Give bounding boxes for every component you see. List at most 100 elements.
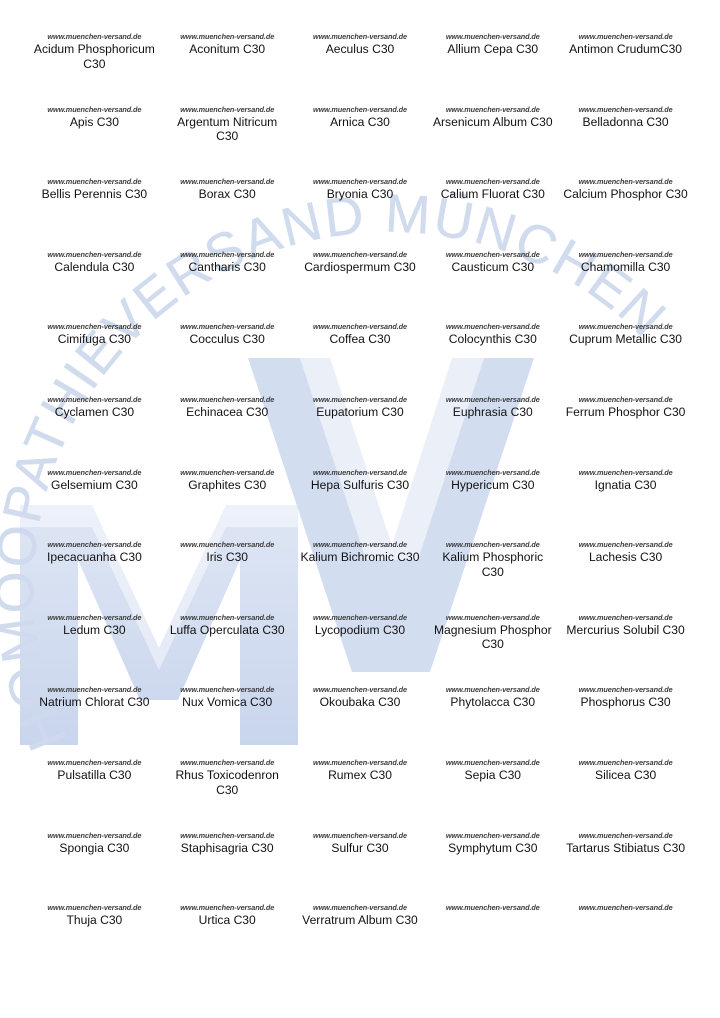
label-product-name: Mercurius Solubil C30 [566, 622, 685, 637]
label-cell: www.muenchen-versand.de Lycopodium C30 [294, 612, 427, 685]
label-url: www.muenchen-versand.de [313, 467, 407, 477]
label-product-name: Natrium Chlorat C30 [39, 695, 150, 710]
label-cell: www.muenchen-versand.de Ipecacuanha C30 [28, 539, 161, 612]
label-url: www.muenchen-versand.de [47, 32, 142, 41]
label-product-name: Hypericum C30 [451, 477, 535, 492]
label-url: www.muenchen-versand.de [578, 467, 673, 477]
label-cell: www.muenchen-versand.de Spongia C30 [28, 830, 161, 903]
label-url: www.muenchen-versand.de [47, 249, 142, 259]
label-cell: www.muenchen-versand.de Thuja C30 [28, 902, 161, 975]
label-product-name: Graphites C30 [188, 477, 267, 492]
label-url: www.muenchen-versand.de [313, 104, 407, 114]
label-cell: www.muenchen-versand.de Phytolacca C30 [426, 684, 559, 757]
label-cell: www.muenchen-versand.de Echinacea C30 [161, 394, 294, 467]
label-product-name: Luffa Operculata C30 [169, 622, 285, 637]
label-url: www.muenchen-versand.de [180, 249, 275, 259]
label-row: www.muenchen-versand.de Gelsemium C30 www.… [28, 467, 692, 540]
label-cell: www.muenchen-versand.de Cardiospermum C30 [294, 249, 427, 322]
label-product-name: Cantharis C30 [188, 259, 266, 274]
label-product-name: Ipecacuanha C30 [46, 550, 142, 565]
label-product-name: Sepia C30 [464, 767, 522, 782]
label-product-name: Borax C30 [198, 187, 256, 202]
label-product-name: Euphrasia C30 [452, 404, 533, 419]
label-product-name: Ignatia C30 [594, 477, 657, 492]
label-cell: www.muenchen-versand.de Arnica C30 [294, 104, 427, 177]
label-product-name: Silicea C30 [595, 767, 657, 782]
label-cell: www.muenchen-versand.de Cantharis C30 [161, 249, 294, 322]
label-url: www.muenchen-versand.de [313, 322, 407, 332]
label-cell: www.muenchen-versand.de Pulsatilla C30 [28, 757, 161, 830]
label-url: www.muenchen-versand.de [180, 32, 275, 41]
label-product-name: Apis C30 [69, 114, 119, 129]
label-url: www.muenchen-versand.de [313, 612, 407, 622]
label-product-name: Cardiospermum C30 [304, 259, 416, 274]
label-url: www.muenchen-versand.de [445, 540, 540, 550]
label-row: www.muenchen-versand.de Natrium Chlorat C… [28, 684, 692, 757]
label-cell: www.muenchen-versand.de Symphytum C30 [426, 830, 559, 903]
label-product-name: Belladonna C30 [582, 114, 669, 129]
label-cell: www.muenchen-versand.de Graphites C30 [161, 467, 294, 540]
label-url: www.muenchen-versand.de [47, 685, 142, 695]
label-url: www.muenchen-versand.de [47, 540, 142, 550]
label-product-name: Ledum C30 [63, 622, 126, 637]
label-product-name: Allium Cepa C30 [447, 42, 539, 56]
label-cell: www.muenchen-versand.de Ledum C30 [28, 612, 161, 685]
label-product-name: Bryonia C30 [326, 187, 394, 202]
label-product-name: Gelsemium C30 [51, 477, 138, 492]
label-product-name: Arnica C30 [330, 114, 390, 129]
label-url: www.muenchen-versand.de [180, 612, 275, 622]
label-cell: www.muenchen-versand.de Chamomilla C30 [559, 249, 692, 322]
label-cell: www.muenchen-versand.de Allium Cepa C30 [426, 31, 559, 104]
label-product-name: Aeculus C30 [325, 42, 395, 56]
label-cell: www.muenchen-versand.de Calium Fluorat C3… [426, 176, 559, 249]
label-url: www.muenchen-versand.de [445, 32, 540, 41]
label-cell: www.muenchen-versand.de Phosphorus C30 [559, 684, 692, 757]
label-product-name: Calcium Phosphor C30 [563, 187, 688, 202]
label-url: www.muenchen-versand.de [47, 757, 142, 767]
label-cell: www.muenchen-versand.de Acidum Phosphoric… [28, 31, 161, 104]
label-cell: www.muenchen-versand.de Rumex C30 [294, 757, 427, 830]
label-url: www.muenchen-versand.de [578, 32, 673, 41]
label-url: www.muenchen-versand.de [445, 249, 540, 259]
label-cell: www.muenchen-versand.de Hypericum C30 [426, 467, 559, 540]
label-row: www.muenchen-versand.de Cyclamen C30 www.m… [28, 394, 692, 467]
label-url: www.muenchen-versand.de [313, 394, 407, 404]
label-cell: www.muenchen-versand.de Iris C30 [161, 539, 294, 612]
label-url: www.muenchen-versand.de [313, 249, 407, 259]
label-url: www.muenchen-versand.de [445, 830, 540, 840]
label-product-name: Sulfur C30 [331, 840, 389, 855]
label-url: www.muenchen-versand.de [578, 104, 673, 114]
label-product-name: Calium Fluorat C30 [440, 187, 545, 202]
label-url: www.muenchen-versand.de [578, 177, 673, 187]
label-cell: www.muenchen-versand.de Cyclamen C30 [28, 394, 161, 467]
label-url: www.muenchen-versand.de [578, 394, 673, 404]
label-product-name: Nux Vomica C30 [182, 695, 273, 710]
label-product-name: Antimon CrudumC30 [569, 42, 683, 56]
label-cell: www.muenchen-versand.de Coffea C30 [294, 321, 427, 394]
label-url: www.muenchen-versand.de [578, 322, 673, 332]
label-url: www.muenchen-versand.de [47, 394, 142, 404]
label-url: www.muenchen-versand.de [180, 830, 275, 840]
label-cell: www.muenchen-versand.de Nux Vomica C30 [161, 684, 294, 757]
label-url: www.muenchen-versand.de [47, 104, 142, 114]
label-cell: www.muenchen-versand.de Aconitum C30 [161, 31, 294, 104]
label-url: www.muenchen-versand.de [578, 685, 673, 695]
label-product-name: Coffea C30 [329, 332, 391, 347]
label-url: www.muenchen-versand.de [578, 830, 673, 840]
label-url: www.muenchen-versand.de [47, 467, 142, 477]
label-product-name: Arsenicum Album C30 [432, 114, 553, 129]
label-product-name: Cyclamen C30 [54, 404, 135, 419]
label-cell: www.muenchen-versand.de Eupatorium C30 [294, 394, 427, 467]
label-url: www.muenchen-versand.de [445, 322, 540, 332]
label-cell: www.muenchen-versand.de Calendula C30 [28, 249, 161, 322]
label-cell: www.muenchen-versand.de Euphrasia C30 [426, 394, 559, 467]
label-product-name: Pulsatilla C30 [57, 767, 132, 782]
label-url: www.muenchen-versand.de [445, 177, 540, 187]
label-url: www.muenchen-versand.de [445, 394, 540, 404]
label-cell: www.muenchen-versand.de Ignatia C30 [559, 467, 692, 540]
label-cell: www.muenchen-versand.de Silicea C30 [559, 757, 692, 830]
label-url: www.muenchen-versand.de [313, 830, 407, 840]
label-cell: www.muenchen-versand.de Bellis Perennis C… [28, 176, 161, 249]
label-product-name: Staphisagria C30 [180, 840, 274, 855]
label-cell: www.muenchen-versand.de [559, 902, 692, 975]
